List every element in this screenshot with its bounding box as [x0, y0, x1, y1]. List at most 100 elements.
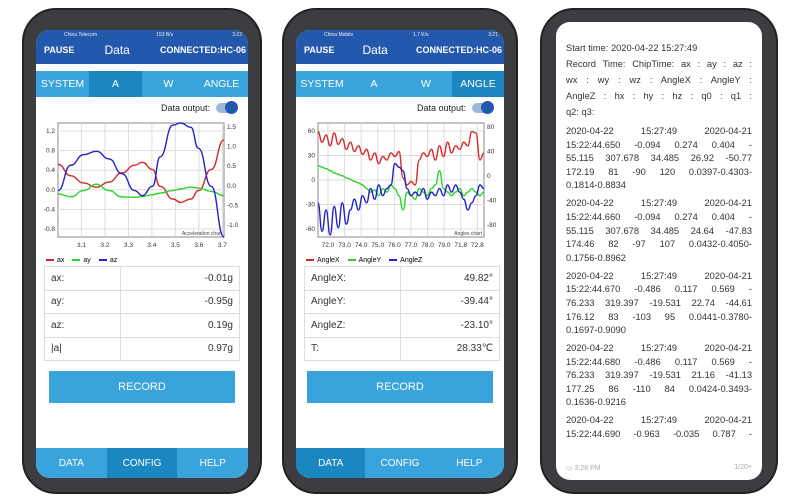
- acceleration-chart: 3.1 3.2 3.3 3.4 3.5 3.6 3.7 1.2 0.8 0.4 0.0 -0.4 -0.…: [44, 122, 239, 249]
- data-output-toggle[interactable]: [216, 101, 238, 114]
- log-line: 55.115 307.678 34.485 24.64 -47.83: [566, 225, 752, 236]
- y-tick-label-left: -0.4: [44, 206, 56, 213]
- x-tick-label: 3.7: [218, 242, 227, 249]
- angle-table: AngleX: 49.82° AngleY: -39.44° AngleZ: -23.10…: [303, 266, 500, 361]
- log-line: 15:22:44.670 -0.486 0.117 0.569 -: [566, 284, 752, 295]
- y-tick-label-right: 0.5: [227, 163, 236, 170]
- legend-ay: ay: [72, 257, 91, 264]
- table-row: |a| 0.97g: [44, 336, 241, 361]
- row-value: 0.19g: [119, 313, 241, 338]
- series-line-anglez: [317, 162, 485, 236]
- row-value: -0.01g: [119, 266, 241, 291]
- tab-angle[interactable]: ANGLE: [452, 71, 504, 97]
- record-log[interactable]: Start time: 2020-04-22 15:27:49 Record Ti…: [556, 22, 762, 442]
- x-tick-label: 77.0: [405, 242, 418, 249]
- y-tick-label-left: 1.2: [46, 128, 55, 135]
- x-tick-label: 71.8: [454, 242, 467, 249]
- tab-a[interactable]: A: [370, 78, 378, 90]
- log-line: 2020-04-22 15:27:49 2020-04-21: [566, 415, 752, 426]
- table-row: ax: -0.01g: [44, 266, 241, 291]
- carrier: China Mobile: [324, 32, 354, 38]
- tab-angle[interactable]: ANGLE: [203, 78, 240, 90]
- clock: 3:22: [232, 32, 242, 38]
- legend-angley: AngleY: [347, 257, 381, 264]
- phone-acceleration: China Telecom 153 B/s 3:22 PAUSE Data CONNEC…: [22, 8, 262, 494]
- page-title: Data: [362, 43, 388, 57]
- nav-config[interactable]: CONFIG: [380, 457, 420, 469]
- log-line: 176.12 83 -103 95 0.0441-0.3780-: [566, 311, 752, 322]
- log-line: 2020-04-22 15:27:49 2020-04-21: [566, 198, 752, 209]
- tab-a[interactable]: A: [89, 71, 142, 97]
- log-line: 177.25 86 -110 84 0.0424-0.3493-: [566, 383, 752, 394]
- chart-legend: ax ay az: [36, 255, 248, 266]
- screen: Start time: 2020-04-22 15:27:49 Record Ti…: [556, 22, 762, 480]
- row-label: ax:: [44, 266, 121, 291]
- x-tick-label: 78.0: [421, 242, 434, 249]
- row-label: az:: [44, 313, 121, 338]
- row-value: 0.97g: [119, 336, 241, 361]
- y-tick-label-left: -60: [306, 226, 316, 233]
- legend-ax: ax: [46, 257, 64, 264]
- bottom-nav: DATA CONFIG HELP: [296, 448, 504, 478]
- screen: China Telecom 153 B/s 3:22 PAUSE Data CONNEC…: [36, 30, 248, 478]
- record-button[interactable]: RECORD: [49, 371, 235, 403]
- chart-title: Acceleration chart: [182, 231, 223, 237]
- data-output-toggle[interactable]: [472, 101, 494, 114]
- log-line: 2020-04-22 15:27:49 2020-04-21: [566, 270, 752, 281]
- connection-status: CONNECTED:HC-06: [159, 45, 246, 55]
- y-tick-label-right: 0.0: [227, 183, 236, 190]
- x-tick-label: 72.8: [471, 242, 484, 249]
- row-label: ay:: [44, 289, 121, 314]
- acceleration-table: ax: -0.01g ay: -0.95g az: 0.19g |a| 0.97g: [44, 266, 241, 361]
- log-footer: ▭ 3:28 PM 1/20+: [566, 464, 752, 472]
- y-tick-label-left: 60: [308, 128, 316, 135]
- y-tick-label-right: 1.5: [227, 124, 236, 131]
- log-line: 76.233 319.397 -19.531 22.74 -44.61: [566, 297, 752, 308]
- connection-status: CONNECTED:HC-06: [415, 45, 502, 55]
- x-tick-label: 3.6: [194, 242, 203, 249]
- data-output-label: Data output:: [160, 103, 210, 113]
- row-label: |a|: [44, 336, 121, 361]
- log-header-line: wx : wy : wz : AngleX : AngleY :: [566, 75, 752, 85]
- angles-chart: 72.0 73.0 74.0 75.0 76.0 77.0 78.0 79.0 71.8 72.8…: [306, 122, 497, 249]
- legend-anglex: AngleX: [306, 257, 340, 264]
- series-line-az: [57, 122, 225, 238]
- y-tick-label-right: -0.5: [227, 202, 239, 209]
- log-line: 55.115 307.678 34.485 26.92 -50.77: [566, 153, 752, 164]
- tab-system[interactable]: SYSTEM: [300, 78, 344, 90]
- chart-title: Angles chart: [454, 231, 482, 237]
- tab-w[interactable]: W: [163, 78, 174, 90]
- app-header: China Telecom 153 B/s 3:22 PAUSE Data CONNEC…: [36, 30, 248, 64]
- row-value: 28.33℃: [400, 336, 500, 361]
- log-header-line: Record Time: ChipTime: ax : ay : az :: [566, 59, 752, 69]
- screen: China Mobile 1.7 K/s 3:21 PAUSE Data CONNECT…: [296, 30, 504, 478]
- nav-help[interactable]: HELP: [456, 457, 483, 469]
- row-value: -39.44°: [400, 289, 500, 314]
- status-bar: China Telecom 153 B/s 3:22: [64, 32, 242, 38]
- log-line: 76.233 319.397 -19.531 21.16 -41.13: [566, 370, 752, 381]
- row-label: AngleY:: [303, 289, 402, 314]
- pause-button[interactable]: PAUSE: [44, 45, 75, 55]
- nav-config[interactable]: CONFIG: [106, 448, 178, 478]
- nav-data[interactable]: DATA: [58, 457, 84, 469]
- page-indicator: 1/20+: [734, 464, 752, 471]
- tab-bar: SYSTEM A W ANGLE: [296, 71, 504, 97]
- log-line: 2020-04-22 15:27:49 2020-04-21: [566, 343, 752, 354]
- x-tick-label: 3.2: [100, 242, 109, 249]
- app-header: China Mobile 1.7 K/s 3:21 PAUSE Data CONNECT…: [296, 30, 504, 64]
- log-header-line: AngleZ : hx : hy : hz : q0 : q1 :: [566, 91, 752, 101]
- y-tick-label-left: 0: [311, 177, 315, 184]
- y-tick-label-right: -1.0: [227, 222, 239, 229]
- row-value: 49.82°: [400, 266, 500, 291]
- phone-angle: China Mobile 1.7 K/s 3:21 PAUSE Data CONNECT…: [282, 8, 518, 494]
- nav-help[interactable]: HELP: [199, 457, 226, 469]
- log-record: 2020-04-22 15:27:49 2020-04-21 15:22:44.6…: [566, 125, 752, 193]
- x-tick-label: 73.0: [338, 242, 351, 249]
- pause-button[interactable]: PAUSE: [304, 45, 335, 55]
- row-value: -23.10°: [400, 313, 500, 338]
- record-button[interactable]: RECORD: [307, 371, 493, 403]
- x-tick-label: 72.0: [322, 242, 335, 249]
- nav-data[interactable]: DATA: [296, 448, 366, 478]
- tab-w[interactable]: W: [421, 78, 431, 90]
- tab-system[interactable]: SYSTEM: [40, 78, 85, 90]
